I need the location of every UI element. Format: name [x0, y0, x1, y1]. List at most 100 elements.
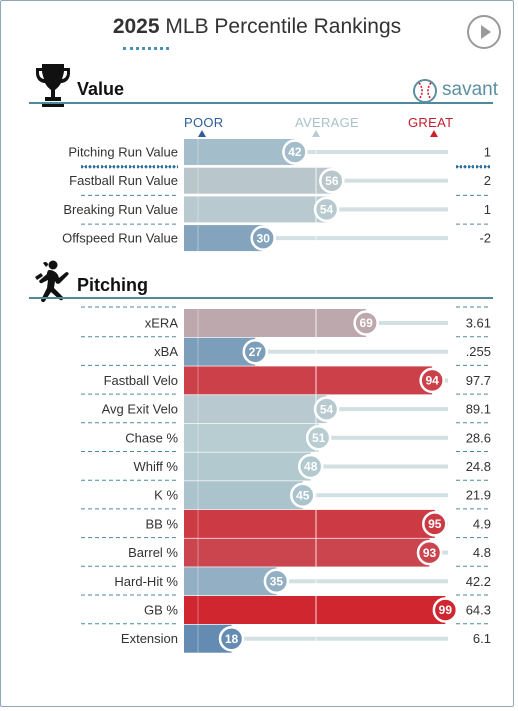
percentile-marker — [313, 196, 340, 223]
metric-name: Chase % — [125, 430, 178, 445]
metric-value: 24.8 — [466, 459, 491, 474]
pitching-section-header: Pitching — [29, 259, 493, 309]
play-button[interactable] — [467, 15, 501, 49]
scale-poor-marker — [198, 130, 206, 137]
scale-great-label: GREAT — [408, 115, 454, 130]
metric-value: 4.9 — [473, 516, 491, 531]
value-section-label: Value — [77, 79, 125, 99]
percentile-label: 54 — [320, 402, 334, 416]
percentile-label: 35 — [270, 575, 284, 589]
metric-value: -2 — [479, 231, 491, 246]
metric-name: xERA — [145, 316, 179, 331]
metric-name: Fastball Velo — [104, 373, 178, 388]
trophy-icon — [36, 64, 70, 107]
percentile-marker — [305, 425, 332, 451]
percentile-label: 48 — [304, 460, 318, 474]
metric-name: Whiff % — [133, 459, 178, 474]
metric-value: 2 — [484, 173, 491, 188]
percentile-marker — [419, 367, 445, 394]
metric-name: BB % — [145, 516, 178, 531]
value-section-rule — [29, 102, 493, 104]
percentile-marker — [313, 396, 340, 422]
percentile-marker — [282, 139, 308, 165]
percentile-marker — [416, 539, 443, 566]
percentile-bar — [184, 395, 327, 424]
percentile-bar — [184, 196, 327, 223]
percentile-label: 69 — [359, 316, 373, 330]
percentile-marker — [432, 597, 459, 623]
percentile-bar — [184, 567, 277, 596]
pitching-section-label: Pitching — [77, 275, 148, 295]
percentile-label: 56 — [325, 174, 339, 188]
percentile-bar — [184, 309, 367, 337]
savant-wordmark: savant — [442, 79, 498, 100]
percentile-label: 95 — [428, 517, 442, 531]
percentile-marker — [319, 167, 345, 194]
metric-value: 28.6 — [466, 430, 491, 445]
value-section-header: Value — [29, 61, 493, 111]
percentile-bar — [184, 538, 430, 567]
percentile-bar — [184, 225, 264, 252]
metric-value: 1 — [484, 145, 491, 160]
baseball-icon — [413, 79, 437, 103]
percentile-label: 51 — [312, 431, 326, 445]
metric-name: Pitching Run Value — [68, 145, 178, 160]
metric-name: Avg Exit Velo — [102, 402, 178, 417]
metric-value: 64.3 — [466, 603, 491, 618]
metric-value: 3.61 — [466, 316, 491, 331]
percentile-marker — [250, 225, 276, 251]
metric-value: 4.8 — [473, 545, 491, 560]
percentile-label: 54 — [320, 203, 334, 217]
percentile-label: 45 — [296, 488, 310, 502]
percentile-bar — [184, 167, 332, 194]
metric-name: K % — [154, 488, 178, 503]
percentile-label: 30 — [257, 231, 271, 245]
title-underline — [123, 47, 169, 50]
metric-name: Extension — [121, 631, 178, 646]
pitching-section-rule — [29, 297, 493, 299]
scale-average-label: AVERAGE — [295, 115, 359, 130]
metric-name: Hard-Hit % — [114, 574, 178, 589]
percentile-label: 93 — [423, 546, 437, 560]
percentile-label: 42 — [288, 145, 302, 159]
percentile-bar — [184, 509, 435, 538]
metric-value: 89.1 — [466, 402, 491, 417]
percentile-bar — [184, 596, 446, 624]
metric-name: Offspeed Run Value — [62, 231, 178, 246]
metric-name: xBA — [154, 344, 178, 359]
percentile-label: 94 — [425, 374, 439, 388]
metric-name: Breaking Run Value — [63, 202, 178, 217]
metric-value: 97.7 — [466, 373, 491, 388]
percentile-bar — [184, 452, 311, 481]
metric-name: Barrel % — [128, 545, 178, 560]
play-icon — [481, 25, 491, 39]
scale-poor-label: POOR — [184, 115, 224, 130]
percentile-bar — [184, 423, 319, 452]
metric-value: 1 — [484, 202, 491, 217]
percentile-marker — [263, 568, 290, 595]
title-text: MLB Percentile Rankings — [165, 15, 402, 38]
metric-name: Fastball Run Value — [69, 173, 178, 188]
percentile-bar — [184, 481, 303, 510]
metric-value: 6.1 — [473, 631, 491, 646]
metric-name: GB % — [144, 603, 178, 618]
percentile-marker — [422, 511, 448, 537]
percentile-bar — [184, 366, 433, 395]
scale-average-marker — [312, 130, 320, 137]
percentile-marker — [242, 338, 269, 365]
title-year: 2025 — [112, 15, 160, 38]
metric-value: 21.9 — [466, 488, 491, 503]
scale-great-marker — [430, 130, 438, 137]
pitcher-icon — [35, 260, 69, 303]
percentile-marker — [218, 625, 245, 652]
percentile-label: 18 — [225, 632, 239, 646]
page-title: 2025 MLB Percentile Rankings — [1, 15, 513, 39]
percentile-label: 99 — [439, 603, 453, 617]
metric-value: .255 — [466, 344, 491, 359]
percentile-marker — [353, 310, 379, 336]
percentile-marker — [290, 482, 316, 508]
percentile-marker — [297, 453, 324, 480]
percentile-label: 27 — [249, 345, 263, 359]
